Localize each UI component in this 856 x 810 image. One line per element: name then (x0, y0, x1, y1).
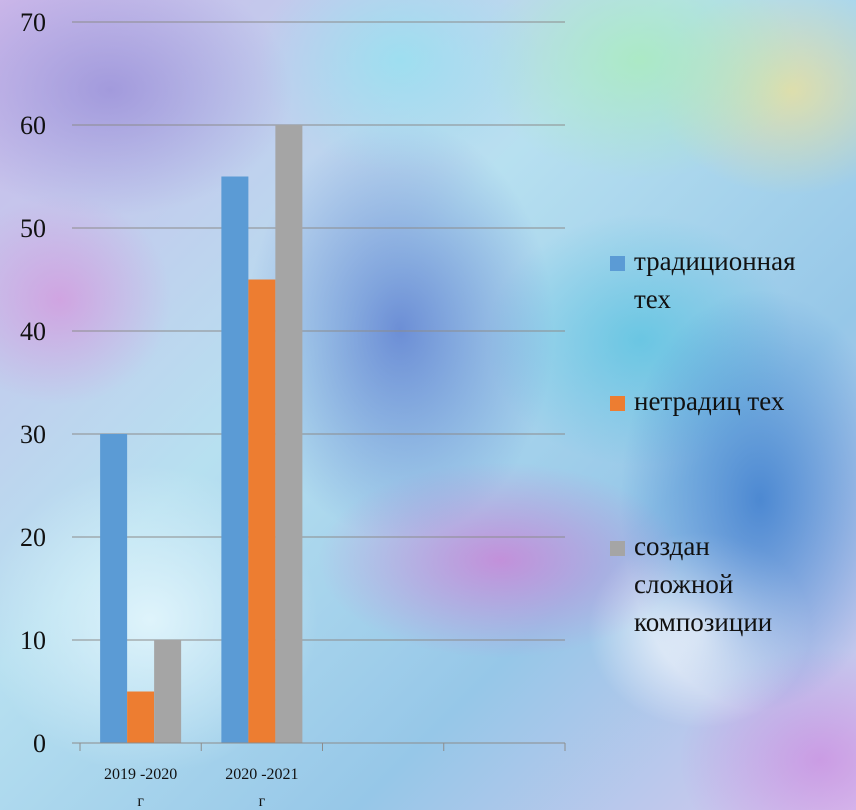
x-category-label: г (259, 793, 266, 810)
legend: традиционная тех нетрадиц тех создан сложной… (610, 246, 796, 637)
y-tick-label: 60 (20, 111, 46, 140)
y-tick-label: 10 (20, 626, 46, 655)
y-tick-label: 20 (20, 523, 46, 552)
legend-label: традиционная (634, 246, 796, 276)
x-category-label: 2019 -2020 (104, 766, 177, 783)
legend-swatch (610, 396, 625, 411)
y-tick-label: 40 (20, 317, 46, 346)
axes (72, 742, 566, 751)
bars (100, 125, 303, 743)
bar (154, 640, 182, 743)
gridlines (72, 21, 565, 641)
bar (248, 279, 276, 743)
bar (221, 176, 249, 743)
y-tick-label: 70 (20, 8, 46, 37)
x-category-label: г (137, 793, 144, 810)
bar (127, 691, 155, 743)
legend-label: сложной (634, 569, 733, 599)
bar (100, 434, 128, 743)
y-tick-label: 0 (33, 729, 46, 758)
y-tick-label: 30 (20, 420, 46, 449)
y-tick-label: 50 (20, 214, 46, 243)
legend-label: нетрадиц тех (634, 386, 785, 416)
legend-swatch (610, 541, 625, 556)
bar (275, 125, 303, 743)
legend-label: композиции (634, 607, 772, 637)
legend-label: тех (634, 284, 671, 314)
y-axis-tick-labels: 0 10 20 30 40 50 60 70 (20, 8, 46, 758)
legend-label: создан (634, 531, 710, 561)
x-category-label: 2020 -2021 (225, 766, 298, 783)
x-axis-category-labels: 2019 -2020 г 2020 -2021 г (104, 766, 299, 810)
legend-swatch (610, 256, 625, 271)
